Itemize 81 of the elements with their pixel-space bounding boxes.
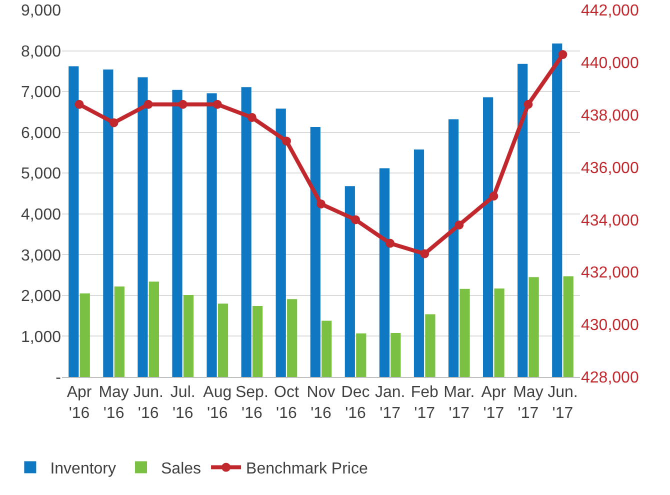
- point: [178, 100, 188, 109]
- bar: [563, 276, 574, 377]
- bar: [80, 293, 90, 377]
- bar: [114, 286, 124, 377]
- bar: [494, 288, 504, 377]
- x-tick-label: Mar. '17: [444, 384, 475, 422]
- x-tick-label: Apr '17: [481, 384, 507, 422]
- point: [247, 112, 256, 122]
- bar: [379, 168, 390, 377]
- point: [316, 199, 326, 208]
- x-tick-label: Aug '16: [203, 384, 232, 422]
- y2-tick-label: 434,000: [581, 212, 639, 230]
- bar: [448, 119, 459, 377]
- x-tick-label: Apr '16: [66, 384, 92, 422]
- bar: [241, 87, 252, 377]
- x-tick-label: Jan. '17: [374, 384, 406, 422]
- y2-tick-label: 430,000: [581, 317, 639, 334]
- point: [351, 215, 360, 224]
- bar: [68, 66, 79, 377]
- bar: [287, 299, 298, 377]
- bar: [344, 186, 355, 377]
- x-tick-label: Jul. '16: [170, 384, 196, 422]
- x-tick-label: Feb '17: [410, 384, 438, 422]
- x-tick-label: Nov '16: [306, 384, 336, 422]
- bar: [528, 277, 539, 377]
- point: [109, 118, 118, 128]
- y-tick-label: 8,000: [20, 43, 62, 60]
- bar: [460, 288, 470, 377]
- y-tick-label: 3,000: [20, 247, 62, 264]
- bar: [103, 70, 114, 377]
- bar: [414, 149, 424, 377]
- y-tick-label: 7,000: [20, 84, 62, 102]
- y2-tick-label: 432,000: [581, 264, 639, 282]
- y-tick-label: 5,000: [20, 166, 62, 183]
- legend-label: Benchmark Price: [246, 460, 368, 478]
- x-tick-label: Sep. '16: [235, 384, 268, 422]
- bar: [483, 97, 494, 377]
- bar: [252, 306, 263, 377]
- point: [420, 249, 430, 258]
- point: [489, 192, 498, 201]
- y2-tick-label: 428,000: [581, 370, 639, 387]
- point: [386, 238, 395, 248]
- bar: [276, 108, 286, 377]
- bar: [218, 304, 228, 377]
- legend-label: Sales: [161, 460, 202, 478]
- y-tick-label: 2,000: [20, 288, 62, 306]
- bar: [206, 93, 217, 377]
- y2-tick-label: 442,000: [581, 2, 639, 20]
- bar: [552, 43, 562, 377]
- x-tick-label: Oct '16: [274, 384, 300, 422]
- y2-tick-label: 436,000: [581, 160, 639, 177]
- bar: [356, 333, 366, 377]
- point: [558, 50, 568, 60]
- bar: [390, 332, 401, 377]
- bar: [310, 127, 320, 377]
- x-tick-label: Jun. '16: [133, 384, 164, 422]
- bar: [183, 295, 194, 377]
- point: [282, 136, 291, 146]
- x-tick-label: Dec '16: [341, 384, 370, 422]
- point: [74, 100, 84, 109]
- bar: [518, 64, 528, 377]
- y2-tick-label: 438,000: [581, 107, 639, 124]
- y-tick-label: -: [56, 370, 61, 387]
- x-tick-label: May '16: [98, 384, 129, 422]
- bar: [425, 314, 436, 377]
- legend-label: Inventory: [50, 460, 116, 478]
- point: [144, 100, 153, 109]
- bar: [138, 77, 148, 377]
- point: [524, 100, 533, 109]
- y-tick-label: 9,000: [20, 2, 62, 20]
- bar: [172, 90, 182, 377]
- y-tick-label: 4,000: [20, 206, 62, 224]
- y-tick-label: 6,000: [20, 124, 62, 142]
- x-tick-label: May '17: [513, 384, 544, 422]
- x-tick-label: Jun. '17: [548, 384, 578, 422]
- bar: [322, 320, 332, 377]
- y-tick-label: 1,000: [20, 328, 62, 346]
- point: [454, 220, 464, 230]
- y2-tick-label: 440,000: [581, 55, 639, 72]
- point: [212, 100, 222, 109]
- bar: [148, 282, 159, 377]
